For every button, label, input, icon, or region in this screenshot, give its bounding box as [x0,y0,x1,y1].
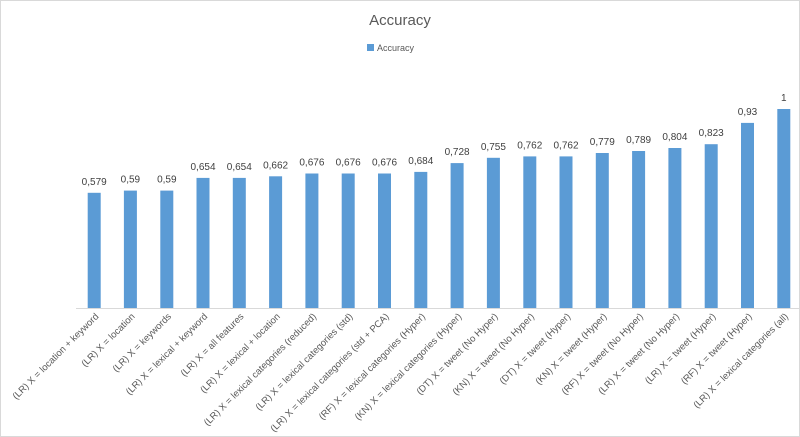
bar-series: 0,579 0,59 0,59 0,654 0,654 0,662 0,676 0,676 0,… [82,93,791,309]
legend-label: Accuracy [377,43,415,53]
bar [450,163,464,308]
x-tick-label: (LR) X = all features [179,311,247,379]
bar [741,122,754,309]
data-label: 0,59 [157,175,177,186]
x-tick-label: (LR) X = tweet (Hyper) [643,311,718,386]
chart-title: Accuracy [369,12,431,29]
data-label: 0,779 [590,137,615,148]
bar [486,157,500,308]
legend: Accuracy [367,43,415,53]
data-label: 0,823 [699,128,724,139]
data-label: 0,755 [481,142,506,153]
data-label: 0,804 [662,132,687,143]
bar [232,177,246,308]
bar [269,176,283,308]
x-tick-label: (RF) X = tweet (Hyper) [679,311,755,387]
x-axis-tick-labels: (LR) X = location + keyword(LR) X = loca… [11,311,791,434]
bar [704,144,718,308]
bar [559,156,573,308]
data-label: 0,676 [299,158,324,169]
data-label: 0,676 [372,158,397,169]
data-label: 0,93 [738,107,758,118]
bar [595,153,609,308]
bar [777,109,791,308]
bar [341,173,355,308]
bar [632,151,646,308]
data-label: 0,59 [121,175,141,186]
bar [305,173,319,308]
x-tick-label: (DT) X = tweet (Hyper) [498,311,574,387]
data-label: 0,684 [408,156,433,167]
bar [668,148,682,308]
data-label: 0,728 [445,147,470,158]
bar [378,173,391,308]
data-label: 1 [781,93,787,104]
x-tick-label: (KN) X = tweet (Hyper) [534,311,610,387]
data-label: 0,676 [336,158,361,169]
data-label: 0,762 [553,140,578,151]
legend-swatch [367,44,374,51]
data-label: 0,654 [190,162,215,173]
bar [414,171,428,308]
data-label: 0,789 [626,135,651,146]
bar [196,177,210,308]
bar [87,192,101,308]
data-label: 0,654 [227,162,252,173]
bar [160,190,174,308]
data-label: 0,662 [263,160,288,171]
data-label: 0,579 [82,177,107,188]
bar [123,190,137,308]
bar [523,156,537,308]
data-label: 0,762 [517,140,542,151]
